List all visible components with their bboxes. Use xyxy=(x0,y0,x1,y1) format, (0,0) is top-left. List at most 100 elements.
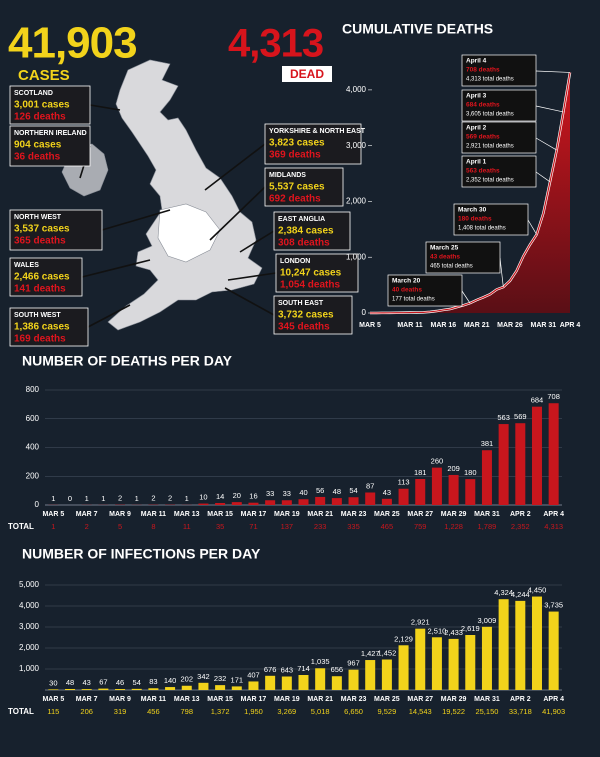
y-tick-label: 3,000 xyxy=(19,622,40,631)
value-label: 708 xyxy=(547,392,560,401)
total-value: 3,269 xyxy=(277,707,296,716)
bar xyxy=(48,689,59,690)
x-tick-label: MAR 25 xyxy=(374,696,400,703)
value-label: 4,324 xyxy=(494,588,513,597)
region-box xyxy=(9,209,103,251)
callout-total: 3,605 total deaths xyxy=(466,112,514,118)
x-tick-label: MAR 9 xyxy=(109,511,131,518)
chart-title: NUMBER OF DEATHS PER DAY xyxy=(22,353,233,369)
total-value: 115 xyxy=(47,707,59,716)
value-label: 54 xyxy=(349,486,357,495)
region-name: NORTHERN IRELAND xyxy=(14,130,87,137)
value-label: 54 xyxy=(133,678,141,687)
bar xyxy=(465,635,476,690)
value-label: 16 xyxy=(249,492,257,501)
bar xyxy=(248,681,259,690)
total-value: 137 xyxy=(281,522,294,531)
y-tick-label: 0 xyxy=(362,308,367,317)
bar xyxy=(431,467,442,505)
callout-box xyxy=(387,274,463,307)
region-name: SCOTLAND xyxy=(14,90,53,97)
callout-box xyxy=(425,241,501,274)
area xyxy=(370,72,570,313)
bar xyxy=(498,599,509,690)
bar xyxy=(298,675,309,690)
callout-line xyxy=(499,257,504,288)
callout-line xyxy=(535,105,564,113)
y-tick-label: 800 xyxy=(26,385,40,394)
region-cases: 3,732 cases xyxy=(278,310,334,321)
region-box xyxy=(273,211,351,251)
region-deaths: 365 deaths xyxy=(14,236,66,247)
bar xyxy=(365,492,376,505)
callout-deaths: 569 deaths xyxy=(466,134,500,141)
bar xyxy=(531,596,542,690)
value-label: 676 xyxy=(264,665,277,674)
value-label: 67 xyxy=(99,678,107,687)
callout-total: 1,408 total deaths xyxy=(458,226,506,232)
bar xyxy=(281,676,292,690)
value-label: 83 xyxy=(149,677,157,686)
x-tick-label: MAR 19 xyxy=(274,696,300,703)
bar xyxy=(515,423,526,505)
chart-title: CUMULATIVE DEATHS xyxy=(342,21,493,37)
value-label: 2 xyxy=(168,494,172,503)
region-name: SOUTH WEST xyxy=(14,312,61,319)
bar xyxy=(331,498,342,505)
x-tick-label: MAR 23 xyxy=(341,696,367,703)
total-value: 19,522 xyxy=(442,707,465,716)
bar xyxy=(281,500,292,505)
value-label: 714 xyxy=(297,664,310,673)
deaths-label: DEAD xyxy=(290,67,324,81)
region-box xyxy=(264,167,344,207)
bar xyxy=(498,424,509,505)
value-label: 4,244 xyxy=(511,590,530,599)
value-label: 33 xyxy=(283,489,291,498)
bar xyxy=(348,669,359,690)
value-label: 87 xyxy=(366,481,374,490)
bar xyxy=(548,403,559,505)
bar xyxy=(215,502,226,505)
value-label: 10 xyxy=(199,493,207,502)
value-label: 1 xyxy=(51,494,55,503)
value-label: 202 xyxy=(181,675,194,684)
region-name: MIDLANDS xyxy=(269,172,306,179)
callout-total: 2,921 total deaths xyxy=(466,144,514,150)
x-tick-label: MAR 27 xyxy=(407,511,433,518)
value-label: 2,129 xyxy=(394,634,413,643)
callout-total: 2,352 total deaths xyxy=(466,178,514,184)
bar xyxy=(181,685,192,690)
value-label: 2 xyxy=(151,494,155,503)
bar xyxy=(481,626,492,690)
total-value: 1,789 xyxy=(478,522,497,531)
callout-date: April 2 xyxy=(466,125,487,132)
total-value: 319 xyxy=(114,707,127,716)
x-tick-label: MAR 13 xyxy=(174,511,200,518)
callout-box xyxy=(461,89,537,122)
callout-total: 177 total deaths xyxy=(392,297,435,303)
region-name: LONDON xyxy=(280,258,310,265)
value-label: 209 xyxy=(447,464,460,473)
value-label: 2 xyxy=(118,494,122,503)
value-label: 43 xyxy=(383,488,391,497)
total-value: 1 xyxy=(51,522,55,531)
total-value: 206 xyxy=(80,707,93,716)
y-tick-label: 5,000 xyxy=(19,580,40,589)
callout-deaths: 563 deaths xyxy=(466,168,500,175)
bar xyxy=(165,687,176,690)
x-tick-label: APR 4 xyxy=(543,511,564,518)
x-tick-label: MAR 27 xyxy=(407,696,433,703)
value-label: 56 xyxy=(316,486,324,495)
region-connector xyxy=(89,104,121,111)
value-label: 1 xyxy=(185,494,189,503)
total-value: 33,718 xyxy=(509,707,532,716)
chart-title: NUMBER OF INFECTIONS PER DAY xyxy=(22,546,261,562)
bar xyxy=(315,668,326,690)
y-tick-label: 2,000 xyxy=(19,643,40,652)
region-name: SOUTH EAST xyxy=(278,300,324,307)
region-deaths: 169 deaths xyxy=(14,334,66,345)
total-label: TOTAL xyxy=(8,707,34,716)
callout-box xyxy=(461,155,537,188)
region-deaths: 126 deaths xyxy=(14,112,66,123)
value-label: 656 xyxy=(331,665,344,674)
